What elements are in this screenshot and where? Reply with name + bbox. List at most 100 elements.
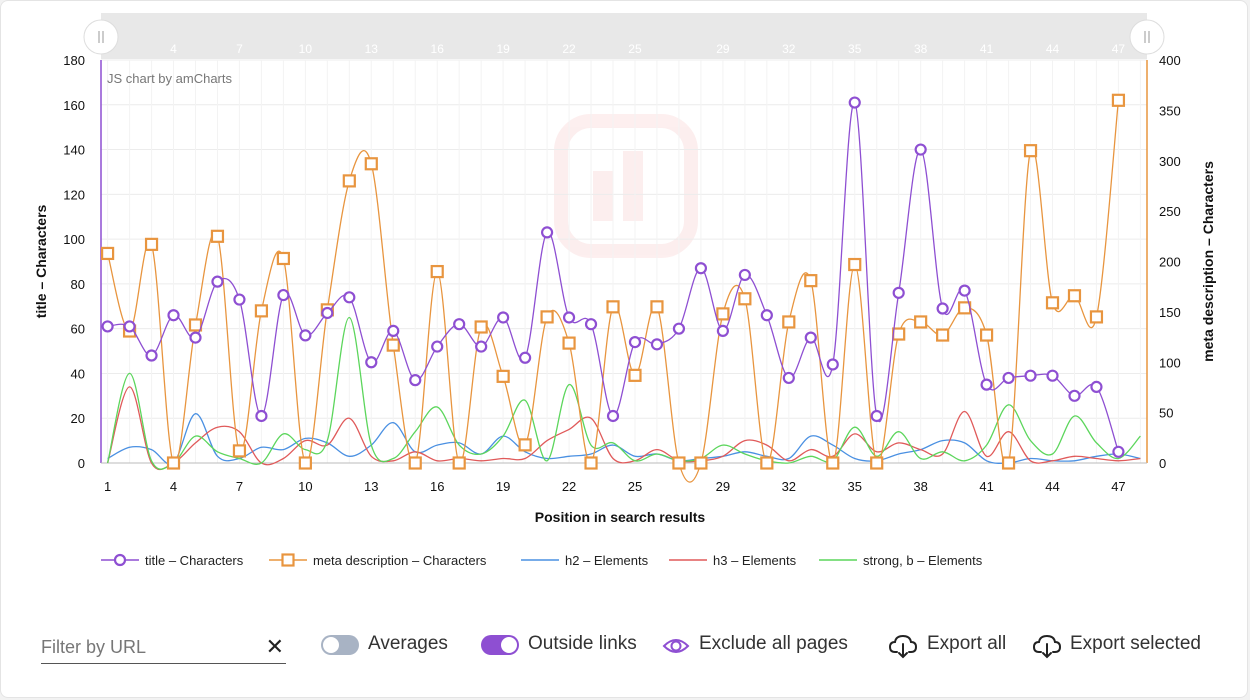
meta-point (584, 456, 598, 470)
title-point (782, 371, 795, 385)
y-left-tick-label: 100 (63, 232, 85, 247)
y-left-tick-label: 80 (71, 277, 85, 292)
meta-point (1001, 456, 1016, 470)
filter-field: ✕ (41, 633, 286, 664)
y-right-tick-label: 0 (1159, 456, 1166, 471)
meta-point (188, 318, 203, 332)
y-left-tick-label: 140 (63, 143, 85, 158)
meta-point (298, 456, 312, 470)
averages-label[interactable]: Averages (368, 633, 448, 654)
y-left-tick-label: 160 (63, 98, 85, 113)
title-point (431, 340, 444, 353)
title-point (694, 262, 708, 275)
x-tick-label: 22 (562, 479, 576, 494)
legend-item[interactable]: title – Characters (101, 553, 244, 568)
filter-by-url-input[interactable] (41, 633, 251, 661)
scrollbar-tick-label: 41 (980, 42, 994, 56)
meta-point (716, 307, 730, 321)
scrollbar-tick-label: 19 (496, 42, 510, 56)
meta-point (936, 328, 950, 342)
meta-point (408, 456, 422, 470)
scrollbar-tick-label: 10 (299, 42, 313, 56)
title-point (211, 275, 224, 288)
meta-point (386, 338, 400, 352)
y-right-tick-label: 250 (1159, 204, 1181, 219)
grip-handle (1129, 19, 1165, 55)
scrollbar-tick-label: 25 (628, 42, 642, 56)
title-point (299, 329, 312, 342)
exclude-all-pages-label[interactable]: Exclude all pages (699, 633, 848, 654)
series-line-strong-b-elements (106, 316, 1141, 470)
x-tick-label: 19 (496, 479, 510, 494)
meta-point (540, 310, 554, 324)
title-point (1090, 380, 1103, 393)
title-point (343, 291, 356, 304)
meta-point (804, 274, 818, 288)
meta-point (848, 257, 862, 272)
x-tick-label: 44 (1045, 479, 1059, 494)
legend-item[interactable]: h2 – Elements (521, 553, 649, 568)
cloud-download-icon[interactable] (1033, 633, 1061, 659)
title-point (936, 302, 949, 315)
export-selected-button[interactable]: Export selected (1070, 633, 1201, 654)
scrollbar-tick-label: 32 (782, 42, 796, 56)
title-point (826, 358, 839, 371)
meta-point (210, 229, 225, 243)
title-point (255, 409, 268, 423)
legend-marker (281, 553, 295, 567)
x-tick-label: 1 (104, 479, 111, 494)
grip-handle (83, 19, 119, 55)
close-icon[interactable]: ✕ (265, 634, 284, 659)
title-point (453, 318, 466, 331)
title-point (870, 409, 883, 423)
y-left-tick-label: 120 (63, 187, 85, 202)
meta-point (276, 251, 290, 266)
meta-point (760, 456, 774, 470)
title-point (1002, 371, 1015, 385)
x-tick-label: 13 (364, 479, 378, 494)
x-tick-label: 10 (298, 479, 312, 494)
title-point (1112, 445, 1125, 458)
legend-item[interactable]: meta description – Characters (269, 553, 487, 568)
y-left-tick-label: 20 (71, 411, 85, 426)
title-point (1068, 389, 1081, 402)
meta-point (1089, 310, 1104, 324)
export-all-button[interactable]: Export all (927, 633, 1007, 654)
meta-point (342, 174, 356, 188)
series-line-h3-elements (106, 386, 1141, 471)
outside-links-toggle[interactable] (481, 635, 519, 655)
title-point (365, 356, 378, 369)
outside-links-label[interactable]: Outside links (528, 633, 637, 654)
scrollbar-left-grip[interactable] (83, 19, 119, 55)
y-right-tick-label: 300 (1159, 154, 1181, 169)
title-point (101, 320, 114, 333)
scrollbar-tick-label: 7 (236, 42, 243, 56)
y-right-tick-label: 400 (1159, 53, 1181, 68)
meta-point (496, 369, 510, 383)
watermark-shape (554, 114, 698, 258)
amcharts-credit: JS chart by amCharts (107, 71, 232, 86)
title-point (233, 293, 246, 306)
y-right-tick-label: 350 (1159, 103, 1181, 118)
scrollbar-right-grip[interactable] (1129, 19, 1165, 55)
controls-bar: ✕ Averages Outside links Exclude all pag… (1, 615, 1247, 679)
meta-point (650, 300, 664, 314)
meta-point (1067, 289, 1082, 303)
eye-icon[interactable] (662, 633, 690, 659)
averages-toggle[interactable] (321, 635, 359, 655)
y-right-tick-label: 150 (1159, 305, 1181, 320)
title-point (892, 286, 905, 299)
y-left-tick-label: 0 (78, 456, 85, 471)
cloud-download-icon[interactable] (889, 633, 917, 659)
title-point (321, 306, 334, 320)
scrollbar-tick-label: 38 (914, 42, 928, 56)
x-tick-label: 38 (913, 479, 927, 494)
title-point (606, 409, 620, 423)
legend-label: title – Characters (145, 553, 244, 568)
legend-item[interactable]: strong, b – Elements (819, 553, 983, 568)
title-point (1024, 369, 1037, 382)
title-point (914, 143, 927, 156)
legend-item[interactable]: h3 – Elements (669, 553, 797, 568)
title-point (540, 226, 554, 239)
